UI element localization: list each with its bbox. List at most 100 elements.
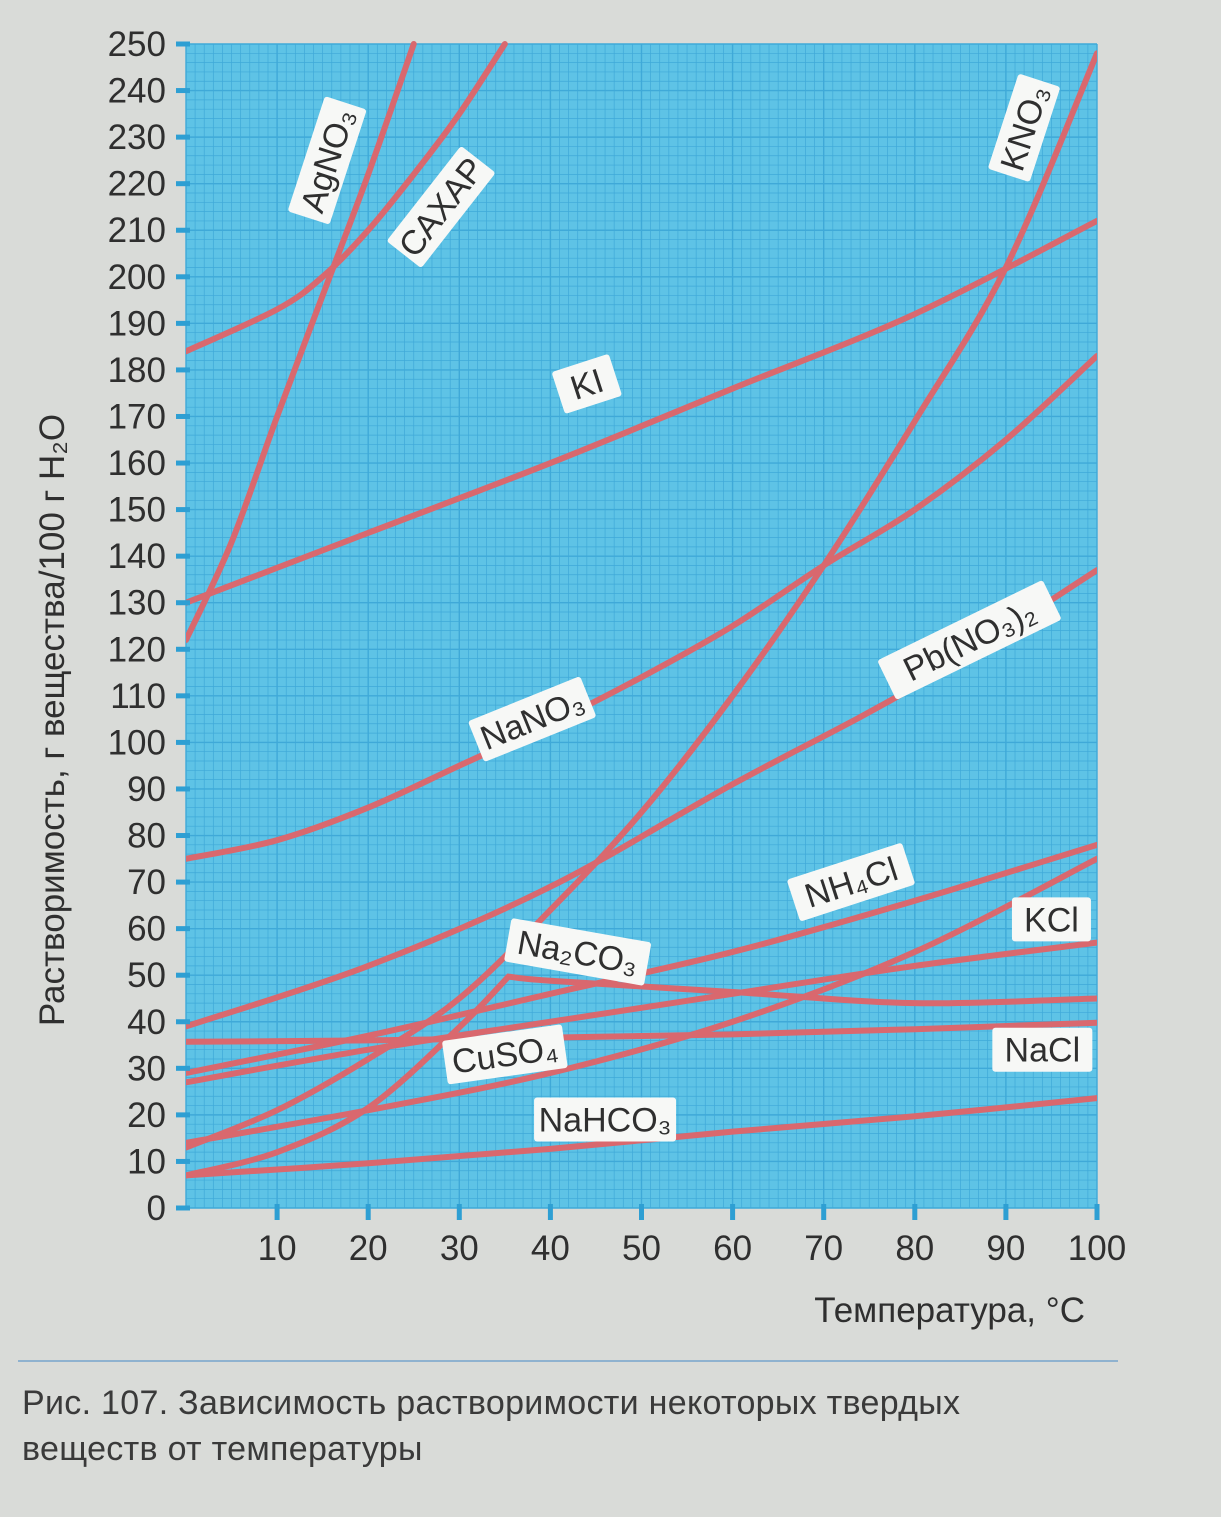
x-tick-label: 10 xyxy=(258,1229,297,1268)
y-tick-label: 230 xyxy=(108,118,166,157)
series-label-box xyxy=(288,96,367,224)
y-tick-mark xyxy=(176,413,190,419)
x-tick-mark xyxy=(730,1204,736,1220)
x-tick-label: 40 xyxy=(531,1229,570,1268)
series-line-8 xyxy=(186,1019,1097,1045)
caption-line-1: Рис. 107. Зависимость растворимости неко… xyxy=(22,1384,961,1422)
solubility-chart: AgNO₃ САХАРKIKNO₃NaNO₃Pb(NO₃)₂NH₄ClKClNaC… xyxy=(33,25,1127,1330)
y-tick-mark xyxy=(176,926,190,932)
y-tick-label: 100 xyxy=(108,723,166,762)
y-tick-label: 140 xyxy=(108,537,166,576)
y-tick-mark xyxy=(176,600,190,606)
y-tick-mark xyxy=(176,460,190,466)
series-line-2 xyxy=(186,217,1097,606)
series-label-box xyxy=(992,1027,1093,1072)
x-tick-mark xyxy=(821,1204,827,1220)
x-tick-label: 80 xyxy=(895,1229,934,1268)
series-line-0 xyxy=(186,41,417,643)
grid-layer xyxy=(185,43,1098,1209)
y-tick-mark xyxy=(176,367,190,373)
y-tick-mark xyxy=(176,786,190,792)
x-tick-mark xyxy=(1003,1204,1009,1220)
y-tick-mark xyxy=(176,41,190,47)
series-label-8: NaCl xyxy=(992,1027,1093,1072)
series-line-1 xyxy=(186,41,508,355)
y-tick-label: 40 xyxy=(127,1003,166,1042)
series-line-4 xyxy=(186,352,1097,862)
series-label-box xyxy=(1011,897,1091,942)
y-tick-label: 180 xyxy=(108,351,166,390)
y-tick-mark xyxy=(176,833,190,839)
caption-line-2: веществ от температуры xyxy=(22,1430,423,1468)
series-label-box xyxy=(988,74,1060,182)
y-tick-label: 10 xyxy=(127,1142,166,1181)
series-label-box xyxy=(504,918,651,986)
series-label-text: KCl xyxy=(1024,901,1079,939)
x-tick-label: 50 xyxy=(622,1229,661,1268)
y-tick-mark xyxy=(176,879,190,885)
y-tick-mark xyxy=(176,507,190,513)
series-label-box xyxy=(878,580,1061,700)
y-tick-mark xyxy=(176,972,190,978)
y-tick-label: 120 xyxy=(108,630,166,669)
y-tick-mark xyxy=(176,227,190,233)
y-tick-mark xyxy=(176,320,190,326)
series-label-7: KCl xyxy=(1011,897,1091,942)
y-tick-mark xyxy=(176,181,190,187)
y-tick-label: 250 xyxy=(108,25,166,64)
series-line-3 xyxy=(186,50,1097,1151)
figure-caption: Рис. 107. Зависимость растворимости неко… xyxy=(22,1380,1182,1472)
y-tick-label: 110 xyxy=(110,677,166,716)
y-tick-label: 90 xyxy=(127,770,166,809)
x-tick-label: 30 xyxy=(440,1229,479,1268)
x-tick-label: 100 xyxy=(1068,1229,1126,1268)
series-label-text: NaHCO₃ xyxy=(539,1102,672,1140)
y-tick-mark xyxy=(176,1112,190,1118)
y-tick-label: 160 xyxy=(108,444,166,483)
y-tick-mark xyxy=(176,739,190,745)
y-tick-label: 0 xyxy=(147,1189,166,1228)
y-tick-mark xyxy=(176,1065,190,1071)
y-tick-mark xyxy=(176,1158,190,1164)
tick-layer: 0 10 20 30 40 50 60 70 80 90 100 110 120 130 140 150 160… xyxy=(108,25,1127,1268)
y-tick-label: 50 xyxy=(127,956,166,995)
y-tick-label: 20 xyxy=(127,1096,166,1135)
x-tick-mark xyxy=(547,1204,553,1220)
y-tick-mark xyxy=(176,1205,190,1211)
y-tick-mark xyxy=(176,274,190,280)
y-tick-mark xyxy=(176,88,190,94)
x-tick-mark xyxy=(639,1204,644,1220)
x-tick-mark xyxy=(456,1204,462,1220)
y-tick-label: 30 xyxy=(127,1049,166,1088)
x-tick-mark xyxy=(1094,1204,1100,1220)
series-label-2: KI xyxy=(552,354,622,414)
series-label-box xyxy=(442,1024,568,1085)
x-axis-label: Температура, °С xyxy=(814,1291,1085,1330)
series-label-6: NH₄Cl xyxy=(787,843,915,921)
y-tick-mark xyxy=(176,1019,190,1025)
y-tick-label: 70 xyxy=(127,863,166,902)
x-tick-mark xyxy=(365,1204,371,1220)
y-tick-mark xyxy=(176,646,190,652)
y-tick-label: 240 xyxy=(108,72,166,111)
y-tick-label: 170 xyxy=(108,397,166,436)
y-axis-label: Растворимость, г вещества/100 г H₂O xyxy=(33,414,72,1026)
series-line-10 xyxy=(186,855,1097,1146)
y-tick-mark xyxy=(176,693,190,699)
series-label-text: NaCl xyxy=(1005,1032,1081,1070)
caption-divider xyxy=(18,1360,1118,1362)
x-tick-mark xyxy=(274,1204,280,1220)
x-tick-label: 60 xyxy=(713,1229,752,1268)
y-tick-label: 210 xyxy=(108,211,166,250)
series-label-11: NaHCO₃ xyxy=(534,1097,677,1142)
series-label-box xyxy=(787,843,915,921)
y-tick-label: 150 xyxy=(108,491,166,530)
x-tick-mark xyxy=(912,1204,918,1220)
series-line-7 xyxy=(186,939,1097,1086)
x-tick-label: 20 xyxy=(349,1229,388,1268)
y-tick-mark xyxy=(176,553,190,559)
series-label-box xyxy=(387,146,495,267)
series-label-box xyxy=(552,354,622,414)
x-tick-label: 90 xyxy=(986,1229,1025,1268)
